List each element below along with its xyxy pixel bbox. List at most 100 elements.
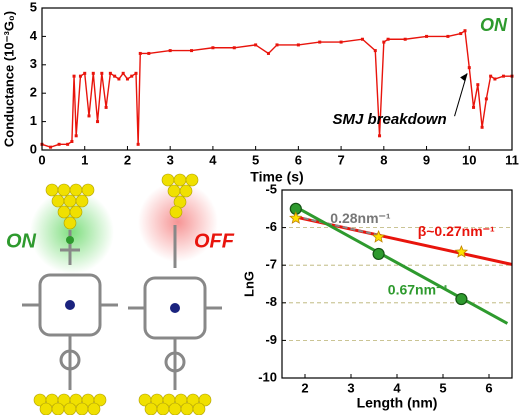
point	[403, 37, 407, 41]
trace	[41, 29, 512, 148]
point	[49, 145, 53, 149]
y-tick-label: -8	[265, 294, 277, 309]
glow	[138, 182, 218, 262]
point	[386, 37, 390, 41]
annotation: SMJ breakdown	[333, 111, 447, 128]
point	[382, 40, 386, 44]
y-axis-label: Conductance (10⁻³G₀)	[1, 11, 16, 147]
point	[373, 49, 377, 53]
point	[121, 71, 125, 75]
x-tick-label: 6	[485, 380, 492, 395]
annotation: 0.28nm⁻¹	[330, 210, 391, 226]
point	[70, 139, 74, 143]
arrow-head	[460, 73, 468, 82]
molecule-illustrations: ON OFF	[6, 173, 235, 416]
tip	[45, 173, 199, 230]
point	[108, 71, 112, 75]
point	[372, 247, 385, 261]
point	[136, 142, 140, 146]
atom	[66, 236, 74, 244]
point	[117, 77, 121, 81]
point	[134, 71, 138, 75]
point	[454, 244, 469, 258]
plot-frame	[281, 189, 513, 379]
state-label: OFF	[194, 230, 235, 252]
point	[113, 74, 117, 78]
point	[91, 71, 95, 75]
y-tick-label: 0	[30, 141, 37, 156]
y-axis-label: LnG	[241, 271, 256, 297]
y-tick-label: 4	[30, 28, 38, 43]
x-tick-label: 4	[393, 380, 401, 395]
point	[472, 105, 476, 109]
point	[130, 74, 134, 78]
molecule	[22, 225, 222, 390]
point	[147, 51, 151, 55]
glow	[30, 190, 114, 274]
substrate	[33, 393, 212, 416]
y-tick-label: -6	[265, 219, 277, 234]
y-tick-label: 2	[30, 85, 37, 100]
y-tick-label: -9	[265, 332, 277, 347]
point	[168, 49, 172, 53]
metal-center	[65, 300, 75, 310]
x-tick-label: 0	[38, 152, 45, 167]
point	[83, 71, 87, 75]
x-tick-label: 3	[347, 380, 354, 395]
point	[289, 211, 303, 224]
plot-frame	[41, 7, 513, 151]
annotation: β~0.27nm⁻¹	[418, 223, 495, 239]
point	[275, 43, 279, 47]
annotation: 0.67nm⁻¹	[388, 281, 449, 297]
point	[501, 74, 505, 78]
point	[74, 134, 78, 138]
point	[72, 74, 76, 78]
x-tick-label: 5	[439, 380, 446, 395]
point	[360, 37, 364, 41]
point	[455, 292, 468, 306]
point	[266, 51, 270, 55]
point	[484, 97, 488, 101]
point	[425, 34, 429, 38]
y-tick-label: -10	[258, 369, 277, 384]
point	[489, 74, 493, 78]
point	[459, 32, 463, 36]
point	[493, 77, 497, 81]
x-tick-label: 2	[124, 152, 131, 167]
y-tick-label: 5	[30, 0, 37, 14]
point	[78, 74, 82, 78]
point	[125, 77, 129, 81]
x-tick-label: 2	[301, 380, 308, 395]
x-tick-label: 9	[423, 152, 430, 167]
annotation: ON	[480, 15, 508, 35]
x-axis-label: Length (nm)	[357, 395, 438, 411]
point	[100, 71, 104, 75]
point	[480, 125, 484, 129]
point	[138, 51, 142, 55]
point	[66, 142, 70, 146]
point	[371, 229, 386, 243]
point	[190, 49, 194, 53]
x-tick-label: 7	[337, 152, 344, 167]
y-tick-label: -5	[265, 181, 277, 196]
fit-line	[295, 215, 379, 237]
point	[296, 43, 300, 47]
y-tick-label: 3	[30, 56, 37, 71]
x-axis-label: Time (s)	[250, 169, 303, 185]
fit-line	[295, 205, 509, 325]
point	[254, 43, 258, 47]
point	[446, 34, 450, 38]
point	[96, 120, 100, 124]
point	[318, 40, 322, 44]
point	[463, 29, 467, 33]
point	[339, 40, 343, 44]
point	[232, 46, 236, 50]
metal-center	[170, 303, 180, 313]
point	[378, 134, 382, 138]
y-tick-label: -7	[265, 257, 277, 272]
x-tick-label: 8	[380, 152, 387, 167]
x-tick-label: 11	[505, 152, 519, 167]
x-tick-label: 4	[209, 152, 217, 167]
point	[211, 46, 215, 50]
